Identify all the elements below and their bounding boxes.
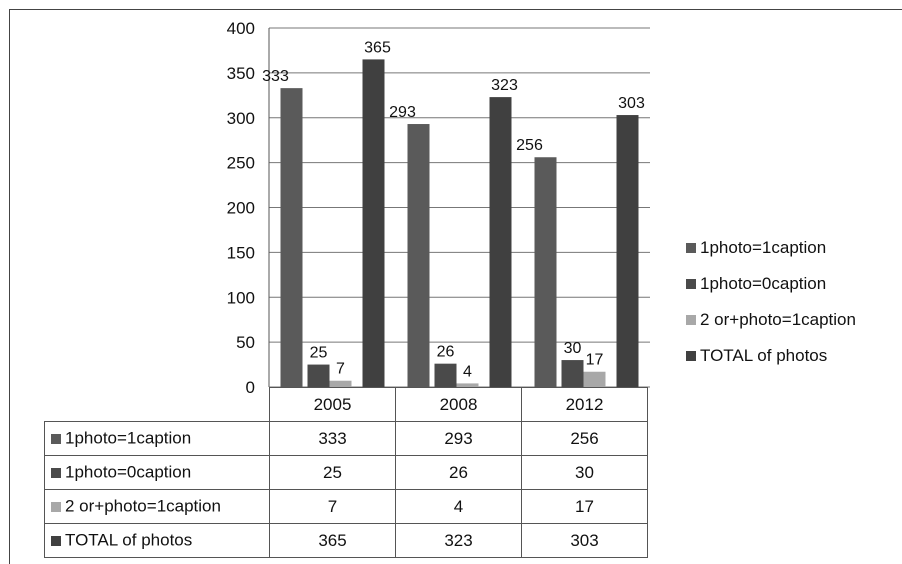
bar	[407, 124, 430, 387]
data-label: 25	[310, 345, 328, 362]
table-cell: 17	[521, 489, 648, 524]
legend-swatch	[686, 315, 696, 325]
legend-swatch	[686, 279, 696, 289]
table-cell: 25	[269, 455, 396, 490]
table-row-label: 2 or+photo=1caption	[65, 496, 221, 516]
bar	[561, 360, 584, 387]
y-tick-label: 250	[227, 154, 255, 173]
y-tick-label: 200	[227, 199, 255, 218]
table-column-header: 2012	[521, 387, 648, 422]
table-row-swatch	[51, 433, 61, 444]
table-cell: 333	[269, 421, 396, 456]
bar	[583, 371, 606, 387]
chart-frame	[9, 9, 902, 564]
bar	[307, 364, 330, 387]
table-row-header: 2 or+photo=1caption	[44, 489, 270, 524]
table-row-swatch	[51, 501, 61, 512]
bar	[362, 59, 385, 387]
y-tick-label: 0	[246, 378, 255, 397]
y-tick-label: 300	[227, 109, 255, 128]
table-row-header: 1photo=1caption	[44, 421, 270, 456]
table-row: 1photo=0caption 25 26 30	[44, 455, 648, 490]
data-label: 256	[516, 137, 543, 154]
table-cell: 303	[521, 523, 648, 558]
table-row-label: 1photo=1caption	[65, 428, 192, 448]
table-header-row: 2005 2008 2012	[45, 387, 648, 422]
bar	[434, 363, 457, 387]
table-cell: 256	[521, 421, 648, 456]
data-label: 303	[618, 95, 645, 112]
table-row-label: TOTAL of photos	[65, 530, 193, 550]
table-row-label: 1photo=0caption	[65, 462, 192, 482]
bar	[329, 380, 352, 387]
data-label: 30	[564, 340, 582, 357]
data-label: 17	[586, 352, 604, 369]
table-row: TOTAL of photos 365 323 303	[44, 523, 648, 558]
data-label: 293	[389, 104, 416, 121]
bar	[616, 115, 639, 388]
table-corner	[45, 388, 270, 422]
legend-item: 1photo=0caption	[686, 266, 856, 302]
table-row: 1photo=1caption 333 293 256	[44, 421, 648, 456]
y-tick-label: 400	[227, 19, 255, 38]
legend: 1photo=1caption 1photo=0caption 2 or+photo…	[686, 230, 856, 374]
table-cell: 26	[395, 455, 522, 490]
data-label: 26	[437, 344, 455, 361]
bar	[534, 157, 557, 387]
legend-label: 1photo=1caption	[700, 238, 827, 257]
legend-swatch	[686, 351, 696, 361]
table-row: 2 or+photo=1caption 7 4 17	[44, 489, 648, 524]
data-label: 7	[336, 361, 345, 378]
table-column-header: 2008	[395, 387, 522, 422]
table-column-header: 2005	[269, 387, 396, 422]
bar	[456, 383, 479, 387]
table-cell: 293	[395, 421, 522, 456]
table-row-swatch	[51, 467, 61, 478]
legend-swatch	[686, 243, 696, 253]
y-tick-label: 50	[236, 333, 255, 352]
legend-item: 2 or+photo=1caption	[686, 302, 856, 338]
data-label: 4	[463, 363, 472, 380]
legend-label: TOTAL of photos	[700, 346, 828, 365]
table-row-header: TOTAL of photos	[44, 523, 270, 558]
y-tick-label: 100	[227, 288, 255, 307]
legend-label: 1photo=0caption	[700, 274, 827, 293]
legend-label: 2 or+photo=1caption	[700, 310, 856, 329]
table-cell: 365	[269, 523, 396, 558]
legend-item: 1photo=1caption	[686, 230, 856, 266]
bar	[489, 97, 512, 388]
data-table: 2005 2008 2012 1photo=1caption 333 293 256 1pho…	[44, 387, 648, 558]
table-cell: 4	[395, 489, 522, 524]
table-row-header: 1photo=0caption	[44, 455, 270, 490]
table-cell: 30	[521, 455, 648, 490]
legend-item: TOTAL of photos	[686, 338, 856, 374]
table-cell: 7	[269, 489, 396, 524]
data-label: 365	[364, 39, 391, 56]
data-label: 323	[491, 77, 518, 94]
y-tick-label: 350	[227, 64, 255, 83]
table-row-swatch	[51, 535, 61, 546]
bar	[280, 88, 303, 387]
table-cell: 323	[395, 523, 522, 558]
data-label: 333	[262, 68, 289, 85]
y-tick-label: 150	[227, 243, 255, 262]
